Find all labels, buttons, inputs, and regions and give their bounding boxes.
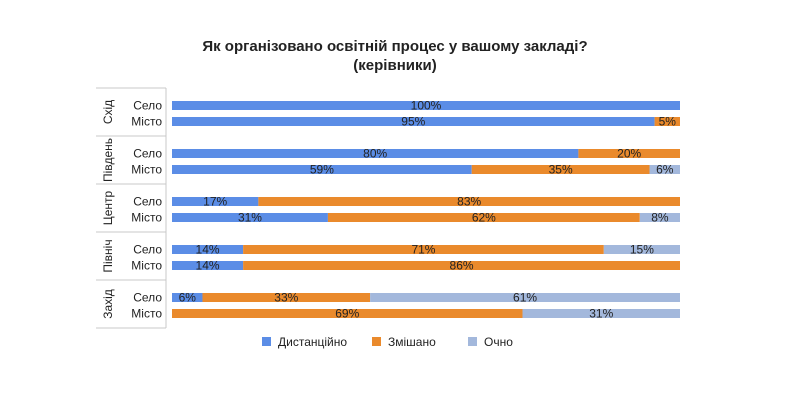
bar-segment bbox=[258, 197, 680, 206]
region-label: Північ bbox=[101, 239, 115, 272]
data-label: 62% bbox=[472, 211, 496, 225]
data-label: 71% bbox=[411, 243, 435, 257]
legend-swatch bbox=[372, 337, 381, 346]
row-label: Село bbox=[133, 147, 162, 161]
data-label: 80% bbox=[363, 147, 387, 161]
bar-segment bbox=[172, 117, 655, 126]
region-label: Захід bbox=[101, 289, 115, 319]
bar-segment bbox=[202, 293, 371, 302]
chart-subtitle: (керівники) bbox=[353, 57, 436, 74]
bar-segment bbox=[172, 293, 203, 302]
data-label: 33% bbox=[274, 291, 298, 305]
data-label: 100% bbox=[411, 99, 442, 113]
row-label: Село bbox=[133, 99, 162, 113]
bar-segment bbox=[172, 245, 244, 254]
data-label: 31% bbox=[589, 307, 613, 321]
data-label: 86% bbox=[450, 259, 474, 273]
data-label: 14% bbox=[196, 243, 220, 257]
data-label: 31% bbox=[238, 211, 262, 225]
data-label: 14% bbox=[196, 259, 220, 273]
data-label: 6% bbox=[656, 163, 674, 177]
data-label: 95% bbox=[401, 115, 425, 129]
data-label: 17% bbox=[203, 195, 227, 209]
row-label: Місто bbox=[131, 115, 162, 129]
bar-segment bbox=[327, 213, 640, 222]
data-label: 59% bbox=[310, 163, 334, 177]
legend-label: Дистанційно bbox=[278, 335, 347, 349]
bar-segment bbox=[172, 213, 328, 222]
region-label: Центр bbox=[101, 191, 115, 226]
data-label: 20% bbox=[617, 147, 641, 161]
bar-segment bbox=[370, 293, 680, 302]
region-label: Схід bbox=[101, 100, 115, 124]
legend-label: Змішано bbox=[388, 335, 436, 349]
bar-segment bbox=[471, 165, 650, 174]
bar-segment bbox=[172, 309, 523, 318]
chart-title: Як організовано освітній процес у вашому… bbox=[202, 38, 587, 55]
row-label: Село bbox=[133, 291, 162, 305]
data-label: 69% bbox=[335, 307, 359, 321]
legend: Дистанційно Змішано Очно bbox=[262, 335, 513, 349]
row-label: Місто bbox=[131, 163, 162, 177]
row-label: Місто bbox=[131, 259, 162, 273]
data-label: 5% bbox=[659, 115, 677, 129]
legend-swatch bbox=[468, 337, 477, 346]
bar-segment bbox=[603, 245, 680, 254]
row-label: Місто bbox=[131, 211, 162, 225]
region-label: Південь bbox=[101, 138, 115, 182]
bar-segment bbox=[172, 165, 472, 174]
data-label: 83% bbox=[457, 195, 481, 209]
data-label: 61% bbox=[513, 291, 537, 305]
data-label: 8% bbox=[651, 211, 669, 225]
legend-label: Очно bbox=[484, 335, 513, 349]
bar-segment bbox=[522, 309, 680, 318]
bar-segment bbox=[649, 165, 680, 174]
bar-segment bbox=[578, 149, 680, 158]
bar-segment bbox=[639, 213, 680, 222]
data-label: 6% bbox=[179, 291, 197, 305]
bar-segment bbox=[172, 197, 259, 206]
bar-segment bbox=[172, 101, 680, 110]
data-label: 35% bbox=[549, 163, 573, 177]
row-label: Село bbox=[133, 243, 162, 257]
legend-swatch bbox=[262, 337, 271, 346]
data-label: 15% bbox=[630, 243, 654, 257]
bar-segment bbox=[243, 245, 604, 254]
row-label: Місто bbox=[131, 307, 162, 321]
bar-segment bbox=[172, 261, 244, 270]
bar-segment bbox=[243, 261, 680, 270]
bar-segment bbox=[654, 117, 680, 126]
row-label: Село bbox=[133, 195, 162, 209]
plot-area: Схід Село 100% Місто 95% 5% Південь Село 80% 20% М… bbox=[96, 87, 680, 329]
bar-segment bbox=[172, 149, 579, 158]
